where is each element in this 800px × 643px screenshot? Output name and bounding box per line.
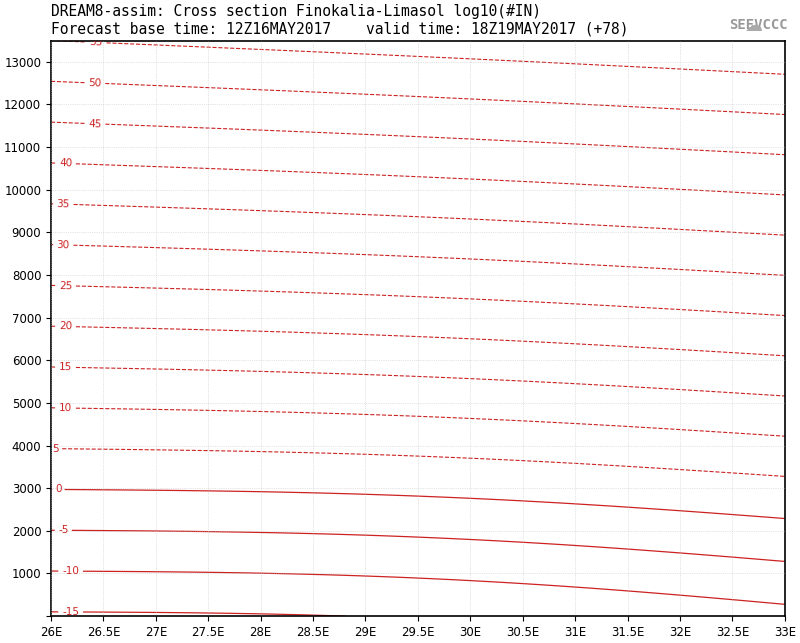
Text: 20: 20 [59,322,73,332]
Text: 25: 25 [59,280,73,291]
Text: 30: 30 [57,240,70,250]
Text: 55: 55 [90,37,103,48]
Text: 5: 5 [53,444,59,454]
Text: SEEVCCC: SEEVCCC [730,18,788,32]
Text: -10: -10 [62,566,79,576]
Text: 10: 10 [59,403,72,413]
Text: DREAM8-assim: Cross section Finokalia-Limasol log10(#IN)
Forecast base time: 12Z: DREAM8-assim: Cross section Finokalia-Li… [51,4,629,37]
Text: 50: 50 [89,78,102,88]
Text: 0: 0 [55,484,62,494]
Text: 15: 15 [59,362,73,372]
Text: 45: 45 [88,118,102,129]
Text: 35: 35 [57,199,70,210]
Text: -15: -15 [62,607,79,617]
Text: -5: -5 [58,525,69,536]
Text: ☁: ☁ [743,17,762,35]
Text: 40: 40 [59,158,73,168]
